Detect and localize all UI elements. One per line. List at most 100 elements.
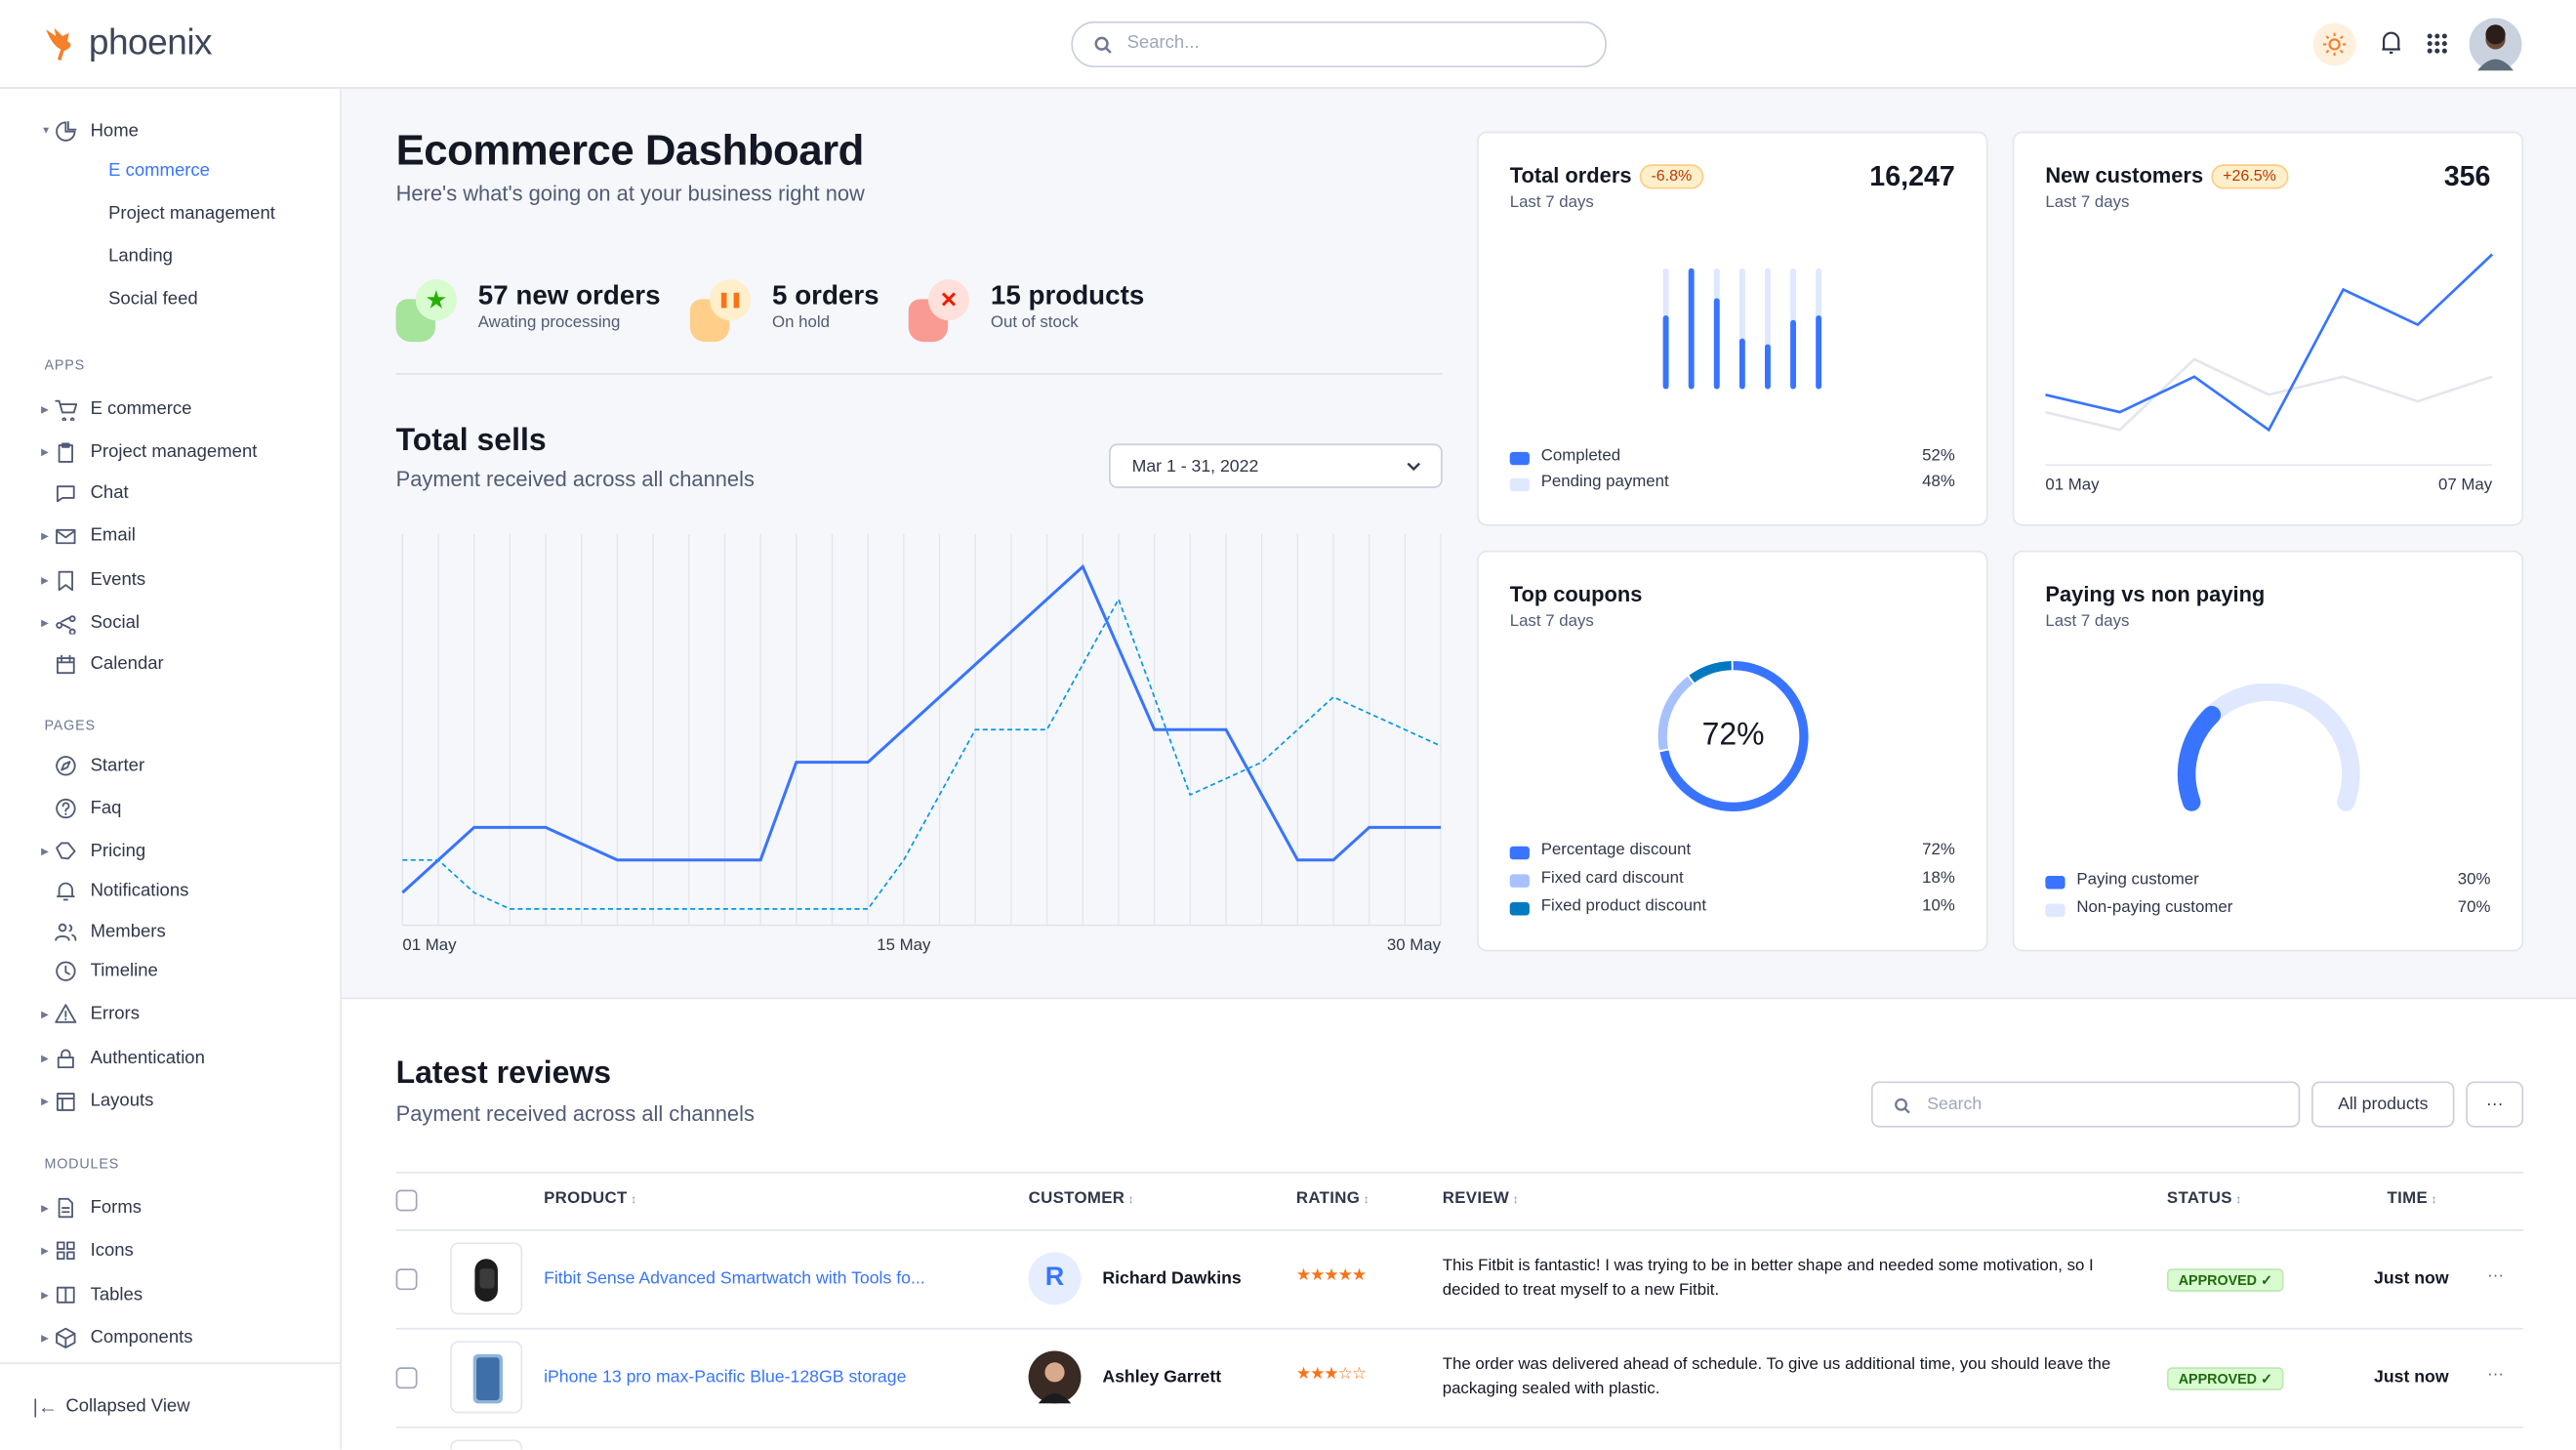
mail-icon [56, 528, 76, 545]
x-tick-label: 07 May [2438, 476, 2493, 494]
sidebar-item-label: Home [90, 121, 139, 142]
caret-right-icon: ▶ [41, 1054, 49, 1064]
all-products-button[interactable]: All products [2311, 1081, 2455, 1128]
column-header-time[interactable]: TIME [2387, 1190, 2436, 1209]
theme-toggle-button[interactable] [2312, 22, 2356, 66]
sidebar-item-layouts[interactable]: ▶ Layouts [0, 1085, 340, 1118]
sidebar-item-email[interactable]: ▶ Email [0, 519, 340, 553]
avatar[interactable] [2469, 18, 2522, 71]
product-image[interactable] [450, 1341, 523, 1414]
sidebar-item-label: Starter [90, 756, 145, 776]
product-link[interactable]: Fitbit Sense Advanced Smartwatch with To… [544, 1268, 925, 1289]
sidebar-item-calendar[interactable]: Calendar [0, 647, 340, 681]
collapse-sidebar-button[interactable]: |← Collapsed View [0, 1390, 340, 1424]
top-navbar: phoenix Search... [0, 0, 2576, 89]
customer-name[interactable]: Richard Dawkins [1102, 1268, 1242, 1289]
more-options-button[interactable]: ··· [2466, 1081, 2524, 1128]
legend-value: 72% [1922, 841, 1955, 860]
search-placeholder: Search [1927, 1094, 1983, 1115]
reviews-search-input[interactable]: Search [1870, 1081, 2301, 1128]
date-range-select[interactable]: Mar 1 - 31, 2022 [1109, 443, 1443, 488]
sidebar-item-faq[interactable]: Faq [0, 792, 340, 825]
orders-bar-chart [1662, 268, 1822, 390]
pie-slice [1657, 661, 1809, 812]
sidebar-item-chat[interactable]: Chat [0, 476, 340, 510]
product-image[interactable] [450, 1439, 523, 1450]
column-header-customer[interactable]: CUSTOMER [1029, 1190, 1135, 1209]
sidebar-item-label: Project management [90, 441, 258, 462]
legend-value: 30% [2457, 871, 2491, 890]
sidebar-item-starter[interactable]: Starter [0, 749, 340, 782]
sidebar-item-social[interactable]: ▶ Social [0, 606, 340, 640]
product-image[interactable] [450, 1242, 523, 1315]
columns-icon [56, 1286, 75, 1304]
sidebar-subitem-social-feed[interactable]: Social feed [108, 289, 198, 310]
card-subtitle: Last 7 days [1509, 193, 1594, 213]
sidebar-section-apps: APPS [44, 356, 85, 374]
column-header-product[interactable]: PRODUCT [544, 1190, 636, 1209]
apps-grid-icon[interactable] [2427, 33, 2448, 55]
avatar-initial: R [1044, 1264, 1065, 1292]
bell-icon[interactable] [2381, 29, 2402, 56]
sidebar-item-home[interactable]: ▼ Home [0, 115, 340, 148]
new-customers-card: New customers +26.5% 356 Last 7 days 01 … [2012, 131, 2524, 526]
review-text: This Fitbit is fantastic! I was trying t… [1442, 1257, 2094, 1301]
legend-swatch [1509, 846, 1530, 860]
row-actions-button[interactable]: ··· [2487, 1365, 2504, 1385]
sidebar-item-pricing[interactable]: ▶ Pricing [0, 835, 340, 868]
column-header-rating[interactable]: RATING [1296, 1190, 1370, 1209]
total-sells-title: Total sells [395, 424, 547, 459]
sidebar-item-members[interactable]: Members [0, 915, 340, 948]
card-subtitle: Last 7 days [2045, 612, 2130, 632]
bell-icon [56, 882, 75, 901]
column-header-status[interactable]: STATUS [2167, 1190, 2242, 1209]
sidebar-item-events[interactable]: ▶ Events [0, 563, 340, 597]
product-link[interactable]: iPhone 13 pro max-Pacific Blue-128GB sto… [544, 1367, 907, 1388]
stat-label: Awating processing [477, 313, 621, 332]
sidebar-item-e-commerce[interactable]: ▶ E commerce [0, 393, 340, 426]
sidebar-item-timeline[interactable]: Timeline [0, 955, 340, 988]
sidebar-subitem-project-management[interactable]: Project management [108, 203, 275, 224]
sidebar-subitem-landing[interactable]: Landing [108, 246, 173, 267]
row-checkbox[interactable] [395, 1268, 418, 1291]
review-text: The order was delivered ahead of schedul… [1442, 1355, 2111, 1399]
sidebar-item-label: Email [90, 525, 136, 546]
global-search-input[interactable]: Search... [1071, 21, 1608, 68]
sidebar-item-authentication[interactable]: ▶ Authentication [0, 1042, 340, 1075]
row-actions-button[interactable]: ··· [2487, 1266, 2504, 1286]
total-sells-chart: 01 May 15 May 30 May [401, 533, 1442, 954]
stat-value: 5 orders [772, 280, 879, 311]
grid-icon [56, 1241, 75, 1261]
phoenix-logo-icon[interactable] [43, 26, 79, 62]
legend-item: Fixed product discount 10% [1509, 897, 1955, 921]
layout-icon [56, 1093, 75, 1111]
sidebar-item-tables[interactable]: ▶ Tables [0, 1278, 340, 1311]
compass-icon [56, 756, 76, 776]
sidebar-item-label: Timeline [90, 961, 158, 981]
app-logo-text[interactable]: phoenix [88, 21, 213, 62]
caret-down-icon: ▼ [41, 126, 52, 137]
sidebar-subitem-e-commerce[interactable]: E commerce [108, 160, 211, 182]
x-icon: ✕ [927, 279, 969, 321]
legend-label: Fixed card discount [1540, 869, 1684, 888]
row-checkbox[interactable] [395, 1367, 418, 1389]
rating-stars: ★★★☆☆ [1295, 1365, 1367, 1385]
stat-value: 57 new orders [477, 280, 661, 311]
caret-right-icon: ▶ [41, 1291, 49, 1302]
column-header-review[interactable]: REVIEW [1443, 1190, 1519, 1209]
divider [395, 373, 1443, 375]
sidebar-item-components[interactable]: ▶ Components [0, 1321, 340, 1354]
select-all-checkbox[interactable] [395, 1189, 418, 1212]
sidebar-item-forms[interactable]: ▶ Forms [0, 1191, 340, 1224]
card-title: Total orders [1509, 162, 1632, 187]
sidebar-item-label: Components [90, 1327, 193, 1348]
sidebar-item-notifications[interactable]: Notifications [0, 874, 340, 907]
sidebar-item-label: Social [90, 612, 141, 633]
customer-name[interactable]: Ashley Garrett [1102, 1367, 1222, 1388]
sidebar-item-label: Chat [90, 482, 129, 504]
sidebar-item-icons[interactable]: ▶ Icons [0, 1234, 340, 1267]
reviews-subtitle: Payment received across all channels [395, 1100, 755, 1126]
customer-avatar [1028, 1350, 1082, 1404]
sidebar-item-errors[interactable]: ▶ Errors [0, 998, 340, 1031]
sidebar-item-project-management[interactable]: ▶ Project management [0, 435, 340, 469]
